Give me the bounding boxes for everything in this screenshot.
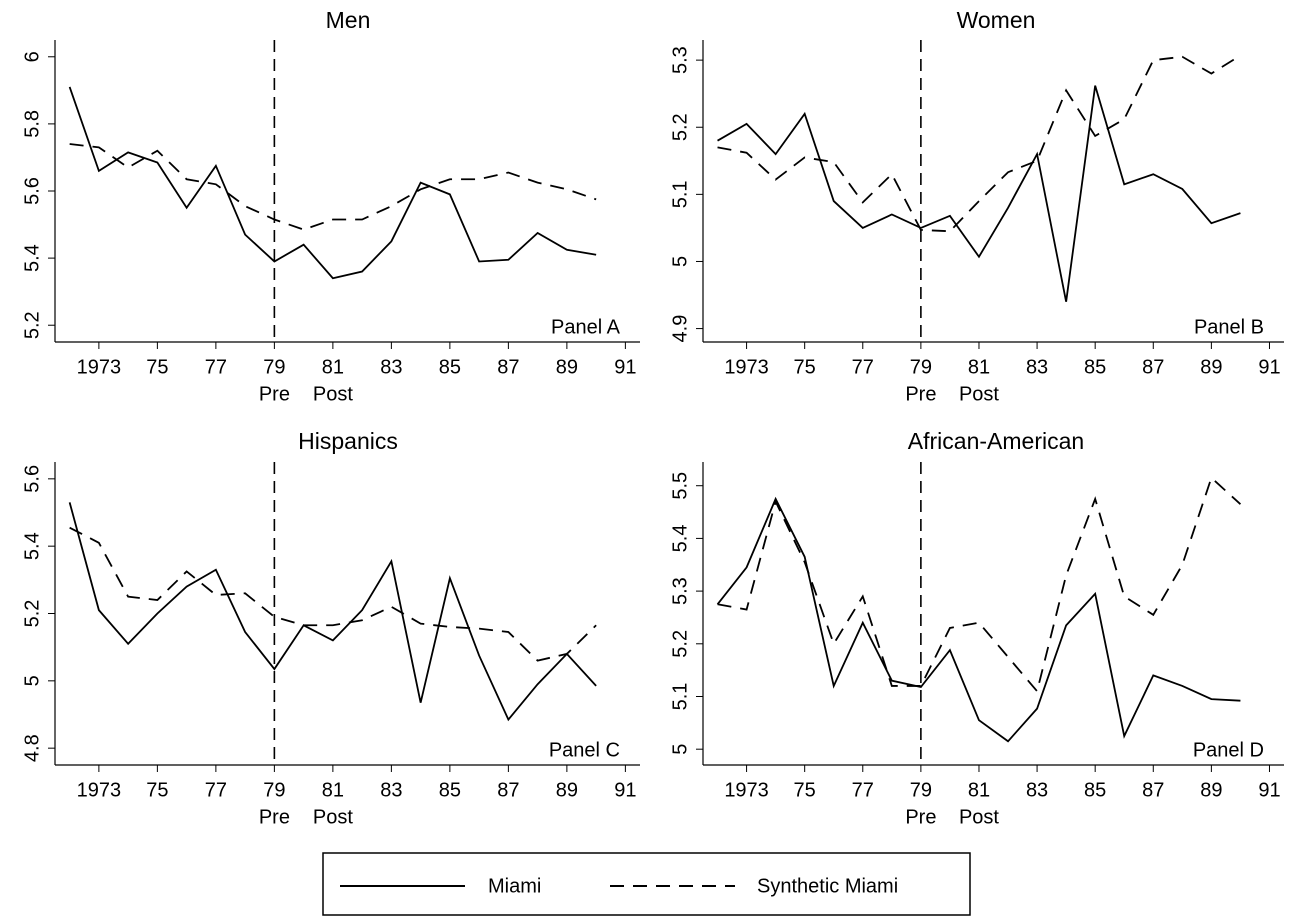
x-annotation: Post xyxy=(313,806,353,828)
y-tick-label: 4.9 xyxy=(669,315,691,343)
x-annotation: Post xyxy=(959,383,999,405)
panel-title: Men xyxy=(326,7,371,33)
x-tick-label: 79 xyxy=(910,779,932,801)
series-line xyxy=(717,476,1242,694)
x-tick-label: 77 xyxy=(205,779,227,801)
series-line xyxy=(717,54,1241,233)
y-tick-label: 5.2 xyxy=(669,630,691,658)
x-tick-label: 89 xyxy=(1200,779,1222,801)
legend-label: Synthetic Miami xyxy=(757,875,898,897)
x-tick-label: 75 xyxy=(794,356,816,378)
x-tick-label: 1973 xyxy=(77,356,122,378)
x-tick-label: 83 xyxy=(1026,356,1048,378)
y-tick-label: 5.5 xyxy=(669,472,691,500)
x-tick-label: 91 xyxy=(614,356,636,378)
panel-title: Women xyxy=(957,7,1036,33)
y-tick-label: 5.2 xyxy=(21,311,43,339)
x-tick-label: 89 xyxy=(556,356,578,378)
x-tick-label: 75 xyxy=(146,779,168,801)
x-tick-label: 85 xyxy=(1084,779,1106,801)
x-tick-label: 77 xyxy=(852,356,874,378)
x-annotation: Pre xyxy=(905,383,936,405)
x-tick-label: 83 xyxy=(380,779,402,801)
x-tick-label: 81 xyxy=(968,779,990,801)
legend-box xyxy=(322,852,971,916)
x-tick-label: 89 xyxy=(556,779,578,801)
x-tick-label: 75 xyxy=(794,779,816,801)
series-line xyxy=(68,502,597,722)
series-line xyxy=(717,85,1241,302)
x-annotation: Pre xyxy=(259,383,290,405)
series-line xyxy=(69,143,597,231)
x-tick-label: 87 xyxy=(1142,779,1164,801)
y-tick-label: 5.6 xyxy=(21,177,43,205)
y-tick-label: 5.4 xyxy=(669,525,691,553)
y-tick-label: 5.8 xyxy=(21,110,43,138)
panel-title: African-American xyxy=(908,428,1084,454)
x-tick-label: 77 xyxy=(205,356,227,378)
y-tick-label: 5.4 xyxy=(21,244,43,272)
x-tick-label: 79 xyxy=(263,779,285,801)
x-tick-label: 91 xyxy=(614,779,636,801)
series-line xyxy=(69,526,597,662)
x-tick-label: 85 xyxy=(1084,356,1106,378)
y-tick-label: 5.2 xyxy=(669,113,691,141)
panel-label: Panel B xyxy=(1194,316,1264,338)
x-tick-label: 81 xyxy=(968,356,990,378)
x-tick-label: 81 xyxy=(322,356,344,378)
y-tick-label: 5 xyxy=(21,675,43,686)
y-tick-label: 4.8 xyxy=(21,734,43,762)
x-annotation: Pre xyxy=(259,806,290,828)
panel-title: Hispanics xyxy=(298,428,398,454)
panel-label: Panel A xyxy=(551,316,621,338)
x-tick-label: 91 xyxy=(1258,779,1280,801)
x-tick-label: 77 xyxy=(852,779,874,801)
x-tick-label: 1973 xyxy=(724,779,769,801)
x-tick-label: 87 xyxy=(497,779,519,801)
series-line xyxy=(68,86,597,280)
panel-label: Panel C xyxy=(549,739,620,761)
legend-label: Miami xyxy=(488,875,541,897)
x-tick-label: 79 xyxy=(263,356,285,378)
x-tick-label: 1973 xyxy=(724,356,769,378)
y-tick-label: 5.2 xyxy=(21,600,43,628)
y-tick-label: 5 xyxy=(669,256,691,267)
x-tick-label: 85 xyxy=(439,356,461,378)
y-tick-label: 5.4 xyxy=(21,532,43,560)
y-tick-label: 6 xyxy=(21,51,43,62)
y-tick-label: 5 xyxy=(669,744,691,755)
x-tick-label: 81 xyxy=(322,779,344,801)
x-tick-label: 75 xyxy=(146,356,168,378)
x-annotation: Pre xyxy=(905,806,936,828)
x-annotation: Post xyxy=(959,806,999,828)
panel-label: Panel D xyxy=(1193,739,1264,761)
y-tick-label: 5.1 xyxy=(669,180,691,208)
x-tick-label: 85 xyxy=(439,779,461,801)
x-tick-label: 89 xyxy=(1200,356,1222,378)
x-tick-label: 87 xyxy=(497,356,519,378)
x-tick-label: 83 xyxy=(380,356,402,378)
x-tick-label: 1973 xyxy=(77,779,122,801)
x-tick-label: 79 xyxy=(910,356,932,378)
y-tick-label: 5.3 xyxy=(669,577,691,605)
x-tick-label: 87 xyxy=(1142,356,1164,378)
y-tick-label: 5.6 xyxy=(21,465,43,493)
y-tick-label: 5.1 xyxy=(669,683,691,711)
series-line xyxy=(716,496,1241,743)
x-tick-label: 91 xyxy=(1258,356,1280,378)
x-annotation: Post xyxy=(313,383,353,405)
y-tick-label: 5.3 xyxy=(669,46,691,74)
x-tick-label: 83 xyxy=(1026,779,1048,801)
